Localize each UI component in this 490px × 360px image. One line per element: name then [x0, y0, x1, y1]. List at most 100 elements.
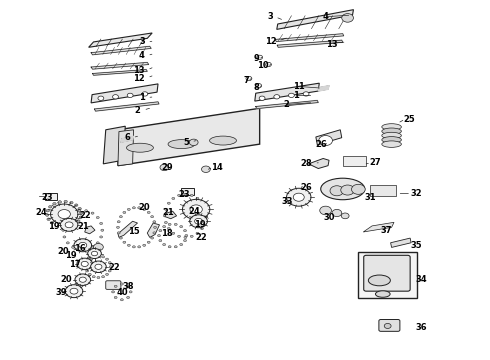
Circle shape: [165, 221, 168, 224]
Circle shape: [117, 221, 120, 223]
Text: 3: 3: [268, 12, 273, 21]
Circle shape: [91, 261, 106, 273]
Circle shape: [85, 248, 88, 251]
Polygon shape: [118, 221, 138, 237]
Text: 35: 35: [410, 241, 422, 250]
Circle shape: [53, 203, 56, 205]
Circle shape: [91, 212, 94, 214]
Circle shape: [163, 225, 166, 228]
Circle shape: [138, 246, 141, 248]
Text: 7: 7: [243, 76, 249, 85]
Ellipse shape: [375, 291, 390, 297]
Text: 19: 19: [65, 251, 76, 260]
Circle shape: [60, 219, 78, 231]
Circle shape: [174, 246, 177, 248]
Circle shape: [66, 216, 69, 219]
Circle shape: [190, 205, 202, 214]
Polygon shape: [147, 223, 159, 237]
Circle shape: [97, 216, 99, 219]
Circle shape: [168, 223, 171, 225]
Circle shape: [105, 258, 108, 260]
Text: 26: 26: [316, 140, 327, 149]
Circle shape: [177, 194, 180, 197]
Circle shape: [159, 239, 162, 242]
Circle shape: [256, 84, 262, 88]
Text: 28: 28: [301, 159, 313, 168]
Circle shape: [79, 216, 82, 219]
Circle shape: [66, 242, 69, 244]
Text: 38: 38: [123, 282, 134, 291]
Circle shape: [98, 96, 104, 100]
Text: 32: 32: [410, 189, 422, 198]
Circle shape: [92, 256, 95, 258]
Text: 20: 20: [60, 275, 72, 284]
Bar: [369, 185, 396, 196]
Text: 29: 29: [161, 163, 172, 172]
Text: 23: 23: [178, 190, 190, 199]
Circle shape: [49, 206, 52, 208]
Polygon shape: [165, 211, 176, 219]
Text: 4: 4: [139, 51, 145, 60]
Bar: [358, 252, 417, 298]
Circle shape: [203, 221, 206, 224]
Circle shape: [180, 225, 183, 228]
Circle shape: [109, 266, 112, 268]
Circle shape: [168, 246, 171, 248]
Circle shape: [73, 223, 76, 225]
Circle shape: [190, 215, 207, 228]
Circle shape: [180, 243, 183, 246]
Circle shape: [97, 242, 99, 244]
Circle shape: [120, 237, 122, 239]
Circle shape: [117, 232, 120, 234]
Ellipse shape: [382, 124, 401, 130]
Text: 15: 15: [128, 227, 140, 236]
Polygon shape: [318, 86, 329, 91]
Circle shape: [201, 166, 210, 172]
Circle shape: [200, 202, 203, 204]
Ellipse shape: [382, 132, 401, 139]
Polygon shape: [95, 102, 159, 111]
Ellipse shape: [126, 143, 153, 152]
Polygon shape: [275, 34, 343, 41]
Circle shape: [62, 229, 65, 231]
Circle shape: [101, 276, 104, 278]
Circle shape: [246, 76, 252, 81]
Text: 16: 16: [74, 244, 86, 253]
Circle shape: [132, 207, 135, 209]
Text: 6: 6: [124, 133, 130, 142]
Circle shape: [184, 236, 187, 238]
Circle shape: [114, 285, 117, 287]
Circle shape: [163, 243, 166, 246]
Text: 5: 5: [183, 138, 189, 147]
Text: 8: 8: [254, 83, 260, 92]
Circle shape: [75, 274, 91, 285]
Ellipse shape: [168, 140, 195, 149]
Circle shape: [97, 276, 100, 279]
Circle shape: [85, 210, 88, 212]
Text: 40: 40: [117, 288, 128, 297]
Circle shape: [88, 273, 91, 275]
Text: 26: 26: [301, 183, 313, 192]
Circle shape: [121, 283, 123, 285]
Circle shape: [319, 135, 332, 145]
Circle shape: [99, 222, 102, 225]
Circle shape: [289, 93, 294, 98]
Circle shape: [46, 210, 49, 212]
Circle shape: [63, 222, 66, 225]
Circle shape: [153, 232, 156, 234]
Circle shape: [147, 241, 150, 243]
Circle shape: [121, 299, 123, 301]
Circle shape: [341, 213, 349, 219]
Text: 30: 30: [323, 213, 335, 222]
Circle shape: [204, 215, 207, 217]
Circle shape: [63, 236, 66, 238]
Circle shape: [108, 270, 111, 272]
Circle shape: [341, 185, 354, 195]
Ellipse shape: [210, 136, 237, 145]
Circle shape: [113, 95, 119, 99]
Polygon shape: [118, 130, 134, 166]
Text: 1: 1: [139, 93, 145, 102]
Text: 13: 13: [133, 66, 145, 75]
Text: 9: 9: [254, 54, 260, 63]
Text: 11: 11: [293, 82, 305, 91]
